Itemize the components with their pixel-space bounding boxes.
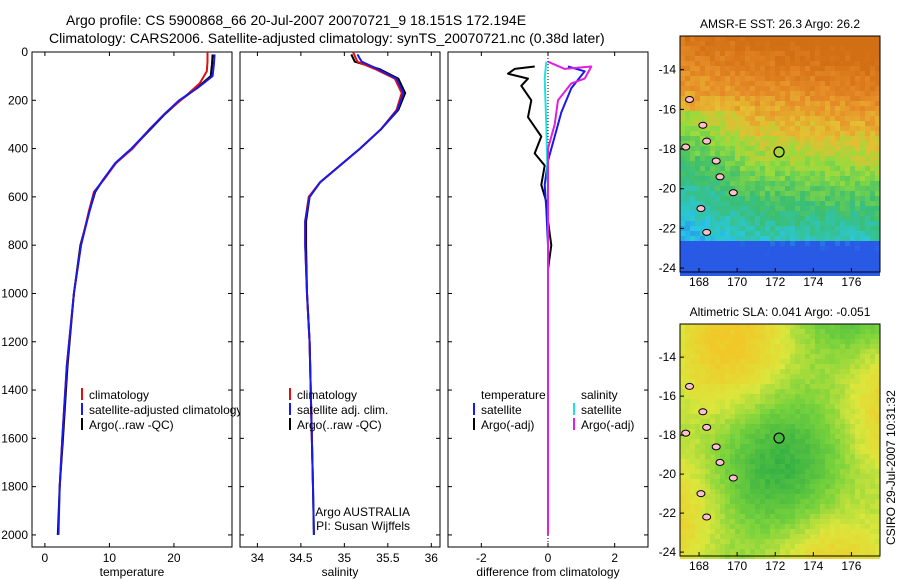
y-tick-label: -22 bbox=[659, 506, 677, 520]
legend-label: Argo(..raw -QC) bbox=[89, 418, 174, 432]
annotation: Argo AUSTRALIA bbox=[315, 505, 410, 519]
legend-label: satellite bbox=[581, 403, 622, 417]
legend-title: salinity bbox=[581, 388, 618, 402]
header-subtitle: Climatology: CARS2006. Satellite-adjuste… bbox=[49, 30, 605, 46]
x-tick-label: 34 bbox=[251, 551, 265, 565]
island-shape bbox=[715, 458, 725, 466]
island-shape bbox=[685, 382, 695, 390]
salinity-panel: 34 34.5 35 35.5 36 salinity climatologysatelli… bbox=[239, 51, 441, 579]
x-axis-label: temperature bbox=[100, 565, 165, 579]
island-shape bbox=[696, 490, 706, 498]
map-frame bbox=[679, 323, 881, 557]
island-shape bbox=[728, 189, 738, 197]
y-tick-label: 0 bbox=[21, 45, 28, 59]
x-tick-label: 34.5 bbox=[289, 551, 313, 565]
island-shape bbox=[698, 408, 708, 416]
legend-label: climatology bbox=[89, 388, 149, 402]
temperature-panel: 0 200 400 600 800 1000 1200 1400 1600 1800 2000 0 10… bbox=[1, 45, 242, 579]
map-frame bbox=[679, 35, 881, 273]
header-title: Argo profile: CS 5900868_66 20-Jul-2007 … bbox=[66, 12, 526, 28]
x-tick-label: 0 bbox=[545, 551, 552, 565]
y-tick-label: 600 bbox=[8, 190, 28, 204]
y-tick-label: 200 bbox=[8, 93, 28, 107]
legend-label: Argo(-adj) bbox=[481, 418, 534, 432]
map-cells bbox=[680, 36, 880, 276]
y-tick-label: 1000 bbox=[1, 286, 28, 300]
island-shape bbox=[696, 205, 706, 213]
x-tick-label: 176 bbox=[841, 275, 861, 289]
y-tick-label: -16 bbox=[659, 102, 677, 116]
x-tick-label: 36 bbox=[425, 551, 439, 565]
island-shape bbox=[702, 228, 712, 236]
series-line-2 bbox=[57, 54, 216, 535]
sst-map-panel: AMSR-E SST: 26.3 Argo: 26.2 168 170 172 174 1… bbox=[659, 17, 881, 289]
series-line-2 bbox=[304, 53, 405, 535]
y-tick-label: -14 bbox=[659, 63, 677, 77]
island-shape bbox=[711, 443, 721, 451]
legend-label: Argo(-adj) bbox=[581, 418, 634, 432]
x-tick-label: 172 bbox=[765, 275, 785, 289]
legend-title: temperature bbox=[481, 388, 546, 402]
island-shape bbox=[702, 513, 712, 521]
plot-frame bbox=[31, 51, 233, 548]
map-title: Altimetric SLA: 0.041 Argo: -0.051 bbox=[690, 305, 871, 319]
y-tick-label: -22 bbox=[659, 221, 677, 235]
map-title: AMSR-E SST: 26.3 Argo: 26.2 bbox=[700, 17, 860, 31]
y-tick-label: -24 bbox=[659, 545, 677, 559]
x-tick-label: 168 bbox=[689, 275, 709, 289]
legend-label: satellite bbox=[481, 403, 522, 417]
y-tick-label: -16 bbox=[659, 389, 677, 403]
x-axis-label: difference from climatology bbox=[476, 565, 619, 579]
y-tick-label: 400 bbox=[8, 142, 28, 156]
y-tick-label: -20 bbox=[659, 182, 677, 196]
x-axis-label: salinity bbox=[322, 565, 359, 579]
profile-location-marker bbox=[773, 432, 785, 444]
legend-label: satellite adj. clim. bbox=[297, 403, 388, 417]
annotation: PI: Susan Wijffels bbox=[316, 519, 410, 533]
y-tick-label: -18 bbox=[659, 142, 677, 156]
x-tick-label: 10 bbox=[103, 551, 117, 565]
island-shape bbox=[702, 137, 712, 145]
x-tick-label: 20 bbox=[167, 551, 181, 565]
x-tick-label: 168 bbox=[689, 559, 709, 573]
y-tick-label: -24 bbox=[659, 261, 677, 275]
y-tick-label: 800 bbox=[8, 238, 28, 252]
x-tick-label: 35 bbox=[338, 551, 352, 565]
y-tick-label: 2000 bbox=[1, 528, 28, 542]
y-tick-label: -18 bbox=[659, 428, 677, 442]
legend-label: climatology bbox=[297, 388, 357, 402]
y-tick-label: 1600 bbox=[1, 431, 28, 445]
plot-frame bbox=[239, 51, 441, 548]
map-cells bbox=[680, 324, 880, 559]
x-tick-label: 2 bbox=[611, 551, 618, 565]
island-shape bbox=[698, 121, 708, 129]
profile-location-marker bbox=[773, 146, 785, 158]
legend-label: satellite-adjusted climatology bbox=[89, 403, 242, 417]
x-tick-label: 170 bbox=[727, 559, 747, 573]
x-tick-label: 170 bbox=[727, 275, 747, 289]
island-shape bbox=[702, 423, 712, 431]
y-tick-label: 1400 bbox=[1, 383, 28, 397]
series-line-3 bbox=[547, 60, 593, 535]
x-tick-label: 174 bbox=[803, 559, 823, 573]
x-tick-label: 35.5 bbox=[376, 551, 400, 565]
y-tick-label: 1200 bbox=[1, 335, 28, 349]
y-tick-label: 1800 bbox=[1, 480, 28, 494]
x-tick-label: 176 bbox=[841, 559, 861, 573]
x-tick-label: 172 bbox=[765, 559, 785, 573]
y-tick-label: -20 bbox=[659, 467, 677, 481]
sla-map-panel: Altimetric SLA: 0.041 Argo: -0.051 168 170… bbox=[659, 305, 881, 573]
x-tick-label: 0 bbox=[42, 551, 49, 565]
island-shape bbox=[685, 95, 695, 103]
island-shape bbox=[711, 157, 721, 165]
island-shape bbox=[715, 173, 725, 181]
y-tick-label: -14 bbox=[659, 350, 677, 364]
x-tick-label: 174 bbox=[803, 275, 823, 289]
side-label: CSIRO 29-Jul-2007 10:31:32 bbox=[884, 390, 898, 545]
island-shape bbox=[728, 474, 738, 482]
x-tick-label: -2 bbox=[476, 551, 487, 565]
legend-label: Argo(..raw -QC) bbox=[297, 418, 382, 432]
